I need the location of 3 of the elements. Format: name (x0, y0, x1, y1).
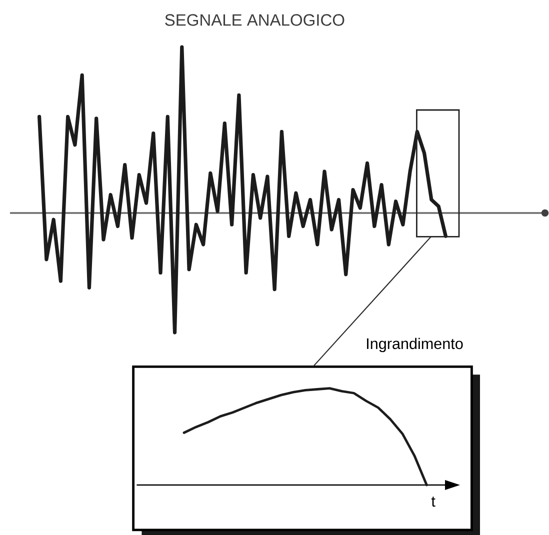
x-axis-title: t (431, 496, 436, 507)
chart-title: SEGNALE ANALOGICO (165, 14, 344, 26)
chart-title: Ingrandimento (367, 338, 463, 352)
